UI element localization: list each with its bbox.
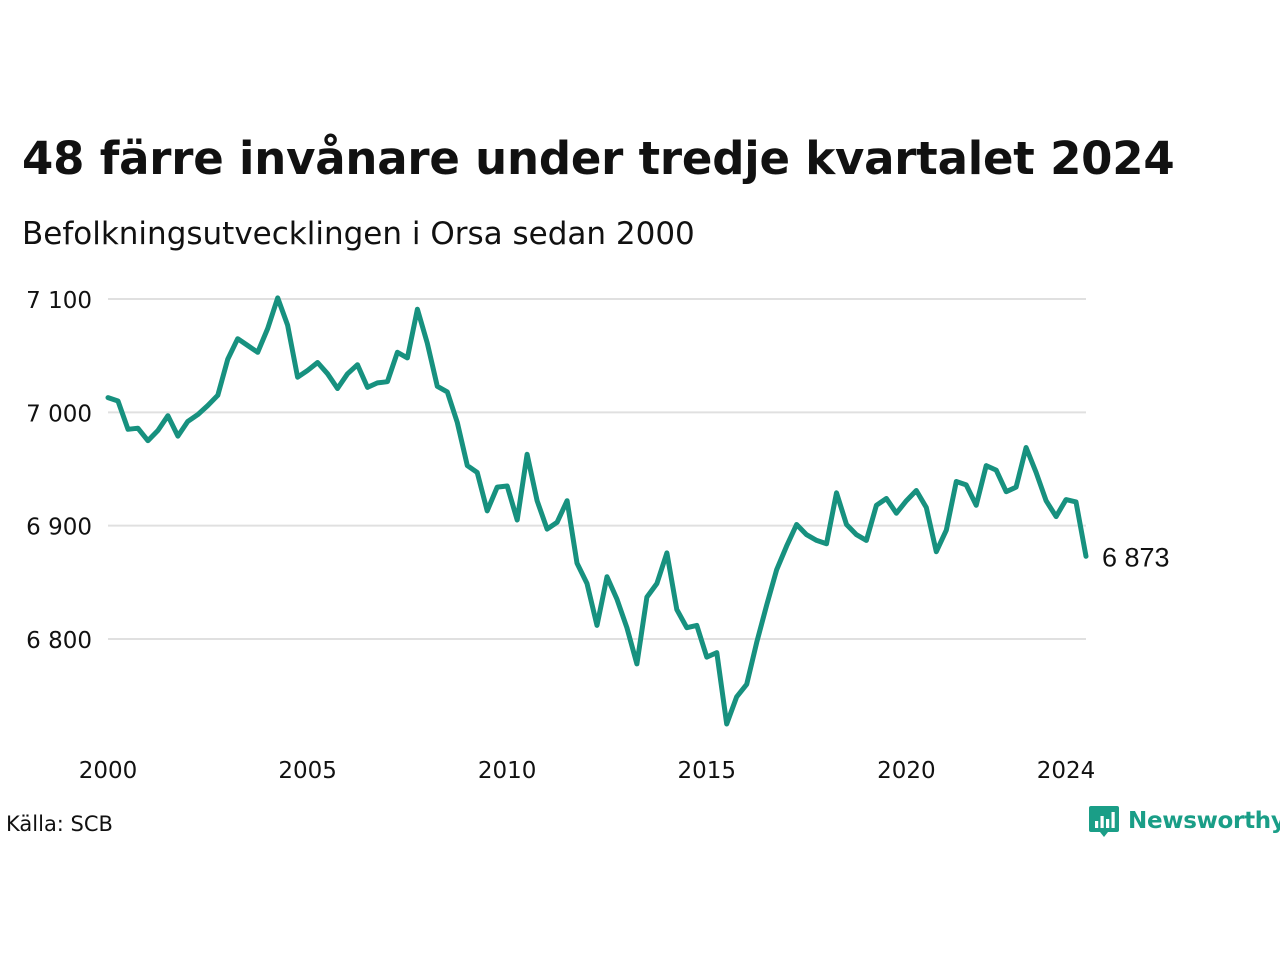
end-value-label: 6 873 <box>1102 542 1170 572</box>
newsworthy-logo-icon <box>1089 806 1119 837</box>
x-tick-label: 2010 <box>478 758 537 784</box>
chart-title: 48 färre invånare under tredje kvartalet… <box>22 132 1175 185</box>
series-line-0 <box>105 295 1089 727</box>
y-axis-ticks: 6 800 6 900 7 000 7 100 <box>26 288 92 654</box>
y-tick-label: 7 100 <box>26 288 92 314</box>
source-note: Källa: SCB <box>6 812 113 836</box>
x-tick-label: 2015 <box>678 758 737 784</box>
x-axis-ticks: 2000 2005 2010 2015 2020 2024 <box>79 758 1096 784</box>
x-tick-label: 2020 <box>877 758 936 784</box>
y-tick-label: 6 800 <box>26 628 92 654</box>
x-tick-label: 2005 <box>278 758 337 784</box>
chart-subtitle: Befolkningsutvecklingen i Orsa sedan 200… <box>22 216 695 252</box>
x-tick-label: 2024 <box>1037 758 1096 784</box>
brand-logo[interactable]: Newsworthy <box>1088 804 1280 838</box>
gridlines <box>108 298 1086 640</box>
series-layer <box>105 295 1089 727</box>
annotation-layer: 6 873 <box>1102 542 1170 572</box>
y-tick-label: 6 900 <box>26 515 92 541</box>
y-tick-label: 7 000 <box>26 401 92 427</box>
brand-name: Newsworthy <box>1128 808 1280 834</box>
x-tick-label: 2000 <box>79 758 138 784</box>
